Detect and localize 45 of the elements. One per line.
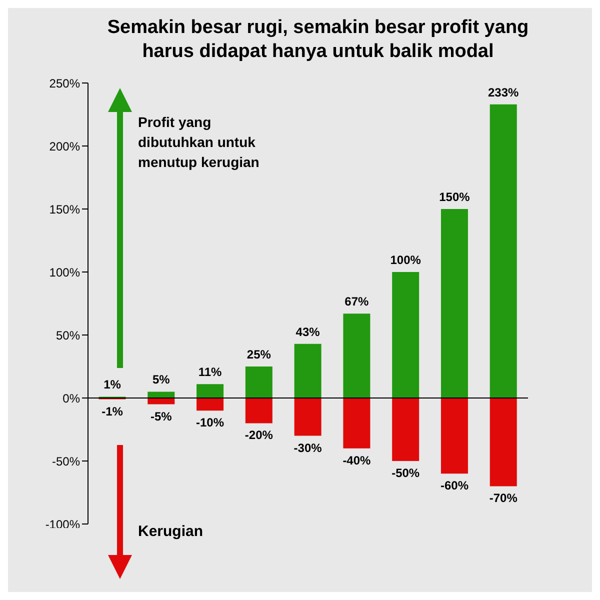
bar: [343, 314, 370, 398]
data-label: -10%: [196, 416, 224, 430]
bar: [245, 398, 272, 424]
data-label: 67%: [344, 294, 370, 309]
bar: [392, 398, 420, 461]
data-label: 150%: [439, 190, 470, 204]
bar: [392, 272, 420, 398]
bar: [490, 104, 517, 398]
data-label: 233%: [488, 85, 520, 100]
bar: [294, 398, 322, 436]
data-label: 43%: [296, 324, 320, 339]
data-label: 5%: [152, 372, 170, 387]
bar: [440, 398, 468, 474]
y-tick-label: -50%: [52, 454, 80, 468]
data-label: 25%: [246, 348, 272, 362]
data-label: 1%: [104, 378, 122, 392]
bar: [490, 398, 517, 486]
data-label: -20%: [244, 428, 274, 442]
bar: [440, 209, 468, 398]
annotation: Kerugian: [138, 523, 204, 540]
data-label: 100%: [390, 253, 422, 267]
bar: [294, 344, 322, 398]
data-label: -50%: [392, 466, 420, 480]
y-tick-label: 200%: [49, 139, 80, 154]
y-tick-label: 0%: [62, 391, 80, 406]
data-label: -5%: [150, 409, 172, 424]
data-label: -60%: [440, 478, 469, 493]
chart-title: Semakin besar rugi, semakin besar profit yang harus didapat hanya untuk balik modal: [106, 16, 530, 64]
bar: [148, 392, 175, 398]
data-label: -30%: [294, 440, 322, 455]
y-tick-label: -100%: [45, 517, 80, 532]
data-label: -1%: [102, 404, 124, 418]
y-tick-label: 100%: [49, 265, 80, 280]
y-tick-label: 50%: [56, 328, 80, 342]
y-tick-label: 250%: [49, 76, 80, 90]
bar: [148, 398, 175, 404]
data-label: 11%: [198, 365, 222, 380]
y-tick-label: 150%: [49, 202, 80, 216]
data-label: -70%: [489, 491, 518, 506]
bar: [196, 384, 224, 398]
data-label: -40%: [342, 453, 372, 468]
bar: [196, 398, 224, 411]
bar: [343, 398, 370, 448]
annotation: Profit yang dibutuhkan untuk menutup kerugian: [138, 113, 260, 172]
bar: [245, 366, 272, 398]
